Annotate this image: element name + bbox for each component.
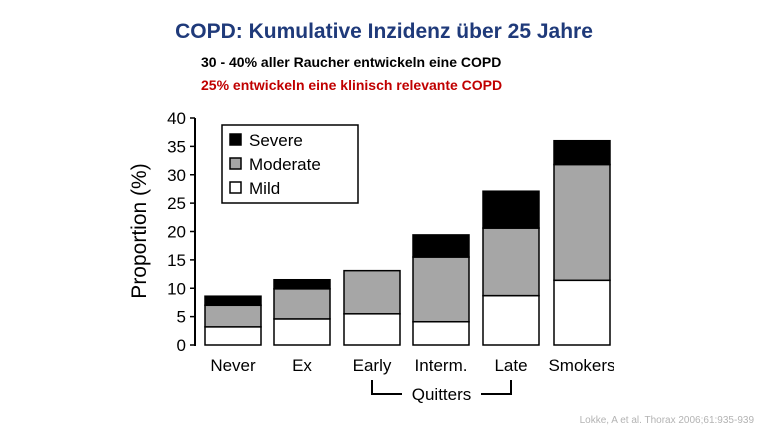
y-tick-label: 35 bbox=[167, 137, 186, 156]
bar-segment-moderate bbox=[204, 304, 262, 328]
y-tick-label: 20 bbox=[167, 223, 186, 242]
bar-segment-severe bbox=[204, 295, 262, 307]
y-tick-label: 5 bbox=[177, 308, 186, 327]
bar-segment-moderate bbox=[412, 256, 470, 323]
bar-segment-mild bbox=[273, 318, 331, 346]
bar-segment-moderate bbox=[273, 288, 331, 320]
y-axis-label: Proportion (%) bbox=[128, 163, 151, 298]
group-bracket-right bbox=[481, 380, 512, 395]
legend-swatch-mild bbox=[229, 181, 242, 194]
group-bracket-left bbox=[371, 380, 402, 395]
bar-segment-mild bbox=[553, 279, 611, 346]
legend-swatch-severe bbox=[229, 133, 242, 146]
x-tick-label: Early bbox=[353, 356, 392, 375]
bar-segment-moderate bbox=[343, 269, 401, 315]
bar-segment-severe bbox=[273, 278, 331, 290]
bar-segment-mild bbox=[412, 320, 470, 346]
y-tick-label: 40 bbox=[167, 109, 186, 128]
page-title: COPD: Kumulative Inzidenz über 25 Jahre bbox=[175, 20, 593, 43]
y-tick-label: 0 bbox=[177, 336, 186, 355]
y-tick-label: 30 bbox=[167, 166, 186, 185]
x-tick-label: Interm. bbox=[415, 356, 468, 375]
bar-segment-mild bbox=[204, 326, 262, 346]
bar-segment-mild bbox=[482, 294, 540, 346]
x-tick-label: Ex bbox=[292, 356, 312, 375]
bar-segment-severe bbox=[482, 190, 540, 229]
group-label: Quitters bbox=[412, 385, 472, 404]
y-tick-label: 15 bbox=[167, 251, 186, 270]
x-tick-label: Late bbox=[494, 356, 527, 375]
x-tick-label: Smokers bbox=[548, 356, 615, 375]
y-tick-label: 25 bbox=[167, 194, 186, 213]
bar-segment-moderate bbox=[482, 227, 540, 297]
legend-swatch-moderate bbox=[229, 157, 242, 170]
legend-label-mild: Mild bbox=[249, 179, 280, 198]
bar-segment-moderate bbox=[553, 163, 611, 282]
subtitle-clinical-copd: 25% entwickeln eine klinisch relevante C… bbox=[201, 77, 503, 93]
crop-mask bbox=[614, 350, 654, 380]
citation: Lokke, A et al. Thorax 2006;61:935-939 bbox=[579, 415, 754, 426]
legend-label-moderate: Moderate bbox=[249, 155, 321, 174]
bar-segment-severe bbox=[553, 139, 611, 166]
subtitle-smokers-copd: 30 - 40% aller Raucher entwickeln eine C… bbox=[201, 54, 502, 70]
bar-segment-severe bbox=[412, 234, 470, 258]
legend-box bbox=[221, 124, 359, 204]
bar-segment-mild bbox=[343, 313, 401, 346]
y-tick-label: 10 bbox=[167, 279, 186, 298]
x-tick-label: Never bbox=[210, 356, 256, 375]
legend-label-severe: Severe bbox=[249, 131, 303, 150]
